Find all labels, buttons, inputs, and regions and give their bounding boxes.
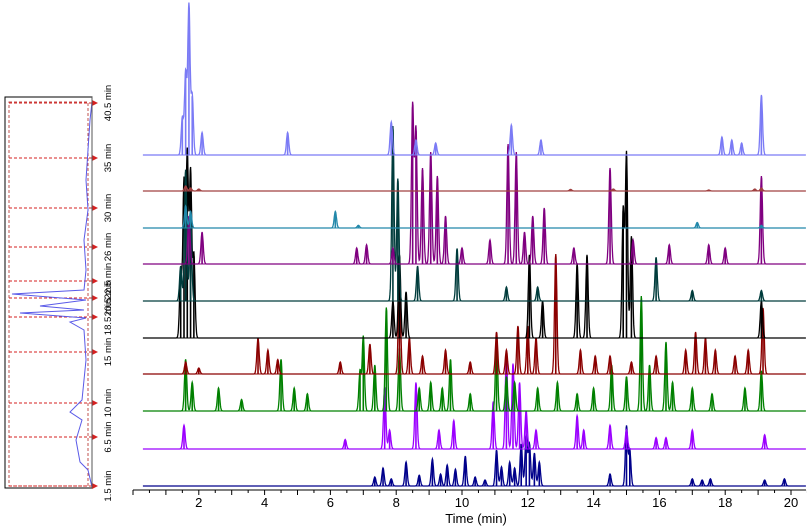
x-tick-label: 4 [261,495,268,510]
fraction-label: 20.5 min [103,280,114,316]
fraction-label: 40.5 min [103,85,114,121]
trace-signal [142,125,806,302]
x-tick-label: 8 [393,495,400,510]
trace-signal [142,185,806,192]
fraction-marker [92,244,98,250]
x-tick-label: 20 [784,495,798,510]
trace-7 [142,204,806,229]
fraction-label: 18.5 min [103,299,114,335]
x-tick-label: 6 [327,495,334,510]
fraction-marker [92,349,98,355]
fraction-label: 30 min [103,194,114,223]
trace-8 [142,185,806,192]
fraction-marker [92,205,98,211]
trace-6 [142,101,806,265]
trace-0 [142,425,806,487]
trace-signal [142,204,806,229]
trace-signal [142,101,806,265]
fraction-marker [92,295,98,301]
fraction-panel-frame [4,96,93,489]
x-axis-title: Time (min) [445,511,507,526]
trace-9 [142,2,806,156]
fraction-marker [92,483,98,489]
fraction-marker [92,100,98,106]
x-tick-label: 18 [718,495,732,510]
fraction-uv-trace [11,101,93,488]
trace-5 [142,125,806,302]
x-axis: 2 4 6 8 10 12 14 16 18 20 Time (min) [132,489,807,526]
fraction-label: 1.5 min [103,470,114,501]
x-tick-label: 10 [455,495,469,510]
fraction-marker [92,434,98,440]
trace-4 [142,147,806,339]
x-tick-label: 16 [652,495,666,510]
trace-signal [142,2,806,156]
fraction-panel-inner-frame [8,101,89,487]
trace-signal [142,353,806,450]
fraction-marker [92,314,98,320]
x-tick-label: 2 [195,495,202,510]
fraction-marker [92,155,98,161]
fraction-marker [92,278,98,284]
fraction-label: 26 min [103,233,114,262]
trace-signal [142,295,806,412]
trace-3 [142,253,806,375]
fraction-label: 15 min [103,338,114,367]
fraction-marker [92,400,98,406]
fraction-label: 10 min [103,389,114,418]
x-tick-label: 14 [586,495,600,510]
trace-signal [142,425,806,487]
trace-signal [142,147,806,339]
x-tick-label: 12 [521,495,535,510]
fraction-label: 35 min [103,144,114,173]
fraction-label: 6.5 min [103,421,114,452]
fraction-label: 22.5 min [103,263,114,299]
